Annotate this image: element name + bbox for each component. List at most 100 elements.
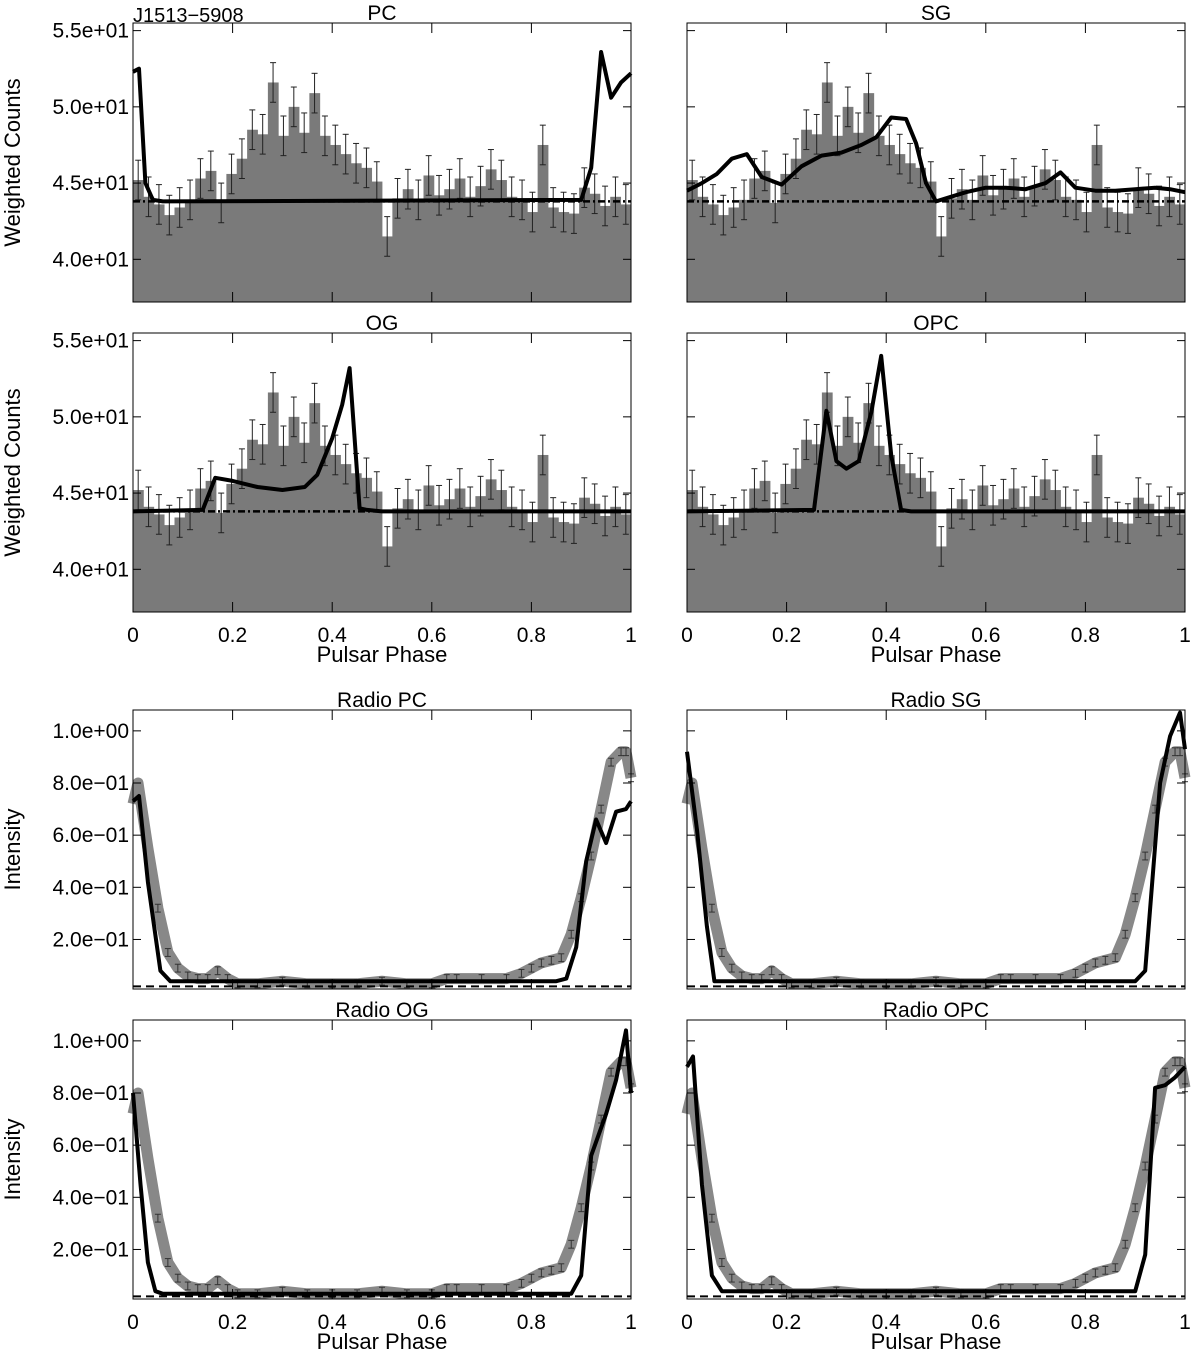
- x-tick-label: 1: [1179, 1311, 1191, 1334]
- error-bar: [425, 465, 432, 506]
- error-bar: [1156, 495, 1163, 537]
- histogram-bar: [707, 204, 719, 302]
- histogram-bar: [361, 167, 373, 302]
- histogram-bar: [444, 189, 456, 302]
- histogram-bar: [267, 82, 279, 303]
- error-bar: [772, 492, 779, 534]
- histogram-bar: [485, 169, 497, 302]
- error-bar: [467, 486, 474, 528]
- error-bar: [487, 459, 494, 500]
- error-bar: [508, 176, 515, 218]
- histogram-bar: [977, 485, 989, 612]
- x-tick-label: 1: [625, 624, 637, 647]
- error-bar: [1145, 483, 1152, 525]
- radio-error-bar: [558, 953, 565, 963]
- pulsar-name-label: J1513−5908: [133, 5, 244, 27]
- histogram-bar: [863, 93, 875, 302]
- histogram-bar: [433, 505, 445, 612]
- histogram-bar: [164, 215, 175, 302]
- histogram-bar: [1153, 515, 1165, 612]
- histogram-bar: [1029, 496, 1041, 612]
- histogram-bar: [1143, 193, 1155, 302]
- histogram-bar: [1050, 490, 1061, 612]
- model-lightcurve: [131, 794, 633, 984]
- error-bar: [699, 486, 706, 528]
- error-bar: [834, 115, 841, 157]
- histogram-bar: [853, 442, 864, 612]
- error-bar: [907, 452, 914, 494]
- histogram-bar: [579, 497, 590, 612]
- error-bar: [751, 468, 758, 509]
- panel-gamma-sg: SG: [686, 2, 1186, 303]
- histogram-bar: [506, 196, 518, 302]
- histogram-bar: [309, 93, 321, 302]
- histogram-bar: [184, 509, 196, 612]
- histogram-bar: [288, 416, 300, 612]
- error-bar: [591, 173, 598, 215]
- histogram-bar: [1029, 186, 1041, 302]
- histogram-bar: [738, 199, 750, 302]
- histogram-bar: [620, 204, 632, 302]
- histogram-bar: [382, 546, 393, 612]
- histogram-bar: [537, 144, 549, 302]
- histogram-bar: [1008, 488, 1020, 612]
- panel-gamma-og: 0 0.2 0.4 0.6 0.8 1 4.0e+01 4.5e+01 5.0e+01 5.5e+…: [0, 312, 637, 667]
- histogram-bar: [821, 82, 833, 303]
- histogram-bar: [873, 135, 885, 302]
- error-bar: [1104, 497, 1111, 538]
- histogram-bar: [697, 506, 709, 612]
- error-bar: [1021, 176, 1028, 218]
- error-bar: [1114, 501, 1121, 543]
- histogram-bar: [610, 196, 622, 302]
- histogram-bar: [749, 488, 761, 612]
- error-bar: [1083, 501, 1090, 543]
- histogram-bar: [749, 178, 761, 302]
- histogram-bar: [465, 506, 476, 612]
- error-bar: [508, 486, 515, 528]
- histogram-bar: [1174, 514, 1186, 612]
- radio-error-bar: [728, 963, 735, 973]
- radio-error-bar: [568, 929, 575, 939]
- histogram-bar: [340, 154, 352, 302]
- histogram-bar: [143, 506, 155, 612]
- histogram-bar: [790, 468, 802, 612]
- histogram-bar: [1091, 144, 1103, 302]
- histogram-bar: [278, 445, 290, 612]
- error-bar: [1052, 159, 1059, 201]
- radio-error-bar: [164, 948, 171, 957]
- histogram-bar: [195, 488, 207, 612]
- model-lightcurve: [131, 1028, 633, 1296]
- radio-error-bar: [518, 1278, 525, 1288]
- radio-error-bar: [708, 1213, 715, 1223]
- x-tick-label: 1: [625, 1311, 637, 1334]
- histogram-bar: [853, 132, 864, 302]
- error-bar: [730, 497, 737, 538]
- histogram-bar: [1112, 522, 1124, 612]
- radio-error-bar: [568, 1239, 575, 1249]
- histogram-bar: [236, 468, 248, 612]
- x-axis-label: Pulsar Phase: [317, 1329, 448, 1354]
- histogram-bar: [946, 508, 958, 612]
- histogram-bar: [174, 517, 186, 612]
- histogram-bar: [780, 483, 792, 612]
- y-tick-label: 2.0e−01: [53, 1238, 130, 1261]
- error-bar: [249, 419, 256, 461]
- histogram-bar: [195, 178, 207, 302]
- histogram-bar: [832, 445, 844, 612]
- radio-error-bar: [1112, 1263, 1119, 1273]
- histogram-bar: [1081, 212, 1093, 302]
- histogram-bar: [475, 186, 487, 302]
- histogram-bar: [1070, 509, 1082, 612]
- y-tick-label: 5.0e+01: [53, 406, 130, 429]
- error-bar: [456, 158, 463, 199]
- histogram-bar: [718, 215, 729, 302]
- histogram-bar: [863, 403, 875, 612]
- radio-error-bar: [1092, 958, 1099, 968]
- radio-error-bar: [1177, 747, 1184, 757]
- error-bar: [425, 155, 432, 196]
- histogram-bar: [516, 509, 528, 612]
- error-bar: [321, 115, 328, 157]
- histogram-bar: [1008, 178, 1020, 302]
- error-bar: [917, 457, 924, 499]
- histogram-bar: [832, 135, 844, 302]
